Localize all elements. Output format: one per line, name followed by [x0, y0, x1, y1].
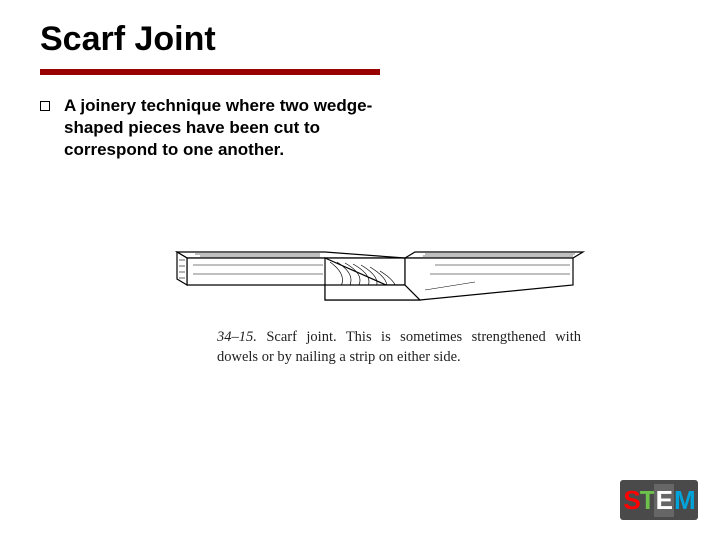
figure-caption: 34–15. Scarf joint. This is sometimes st… [175, 328, 585, 367]
figure: 34–15. Scarf joint. This is sometimes st… [175, 230, 585, 367]
title-rule [40, 69, 380, 75]
slide: Scarf Joint A joinery technique where tw… [0, 0, 720, 540]
slide-title: Scarf Joint [40, 20, 680, 59]
scarf-joint-drawing-icon [175, 230, 585, 315]
stem-logo-box: STEM [620, 480, 698, 520]
figure-label: Scarf joint. [266, 329, 336, 345]
logo-letter-e: E [654, 484, 674, 517]
logo-letter-m: M [674, 485, 695, 516]
bullet-text: A joinery technique where two wedge-shap… [64, 95, 380, 161]
stem-logo: STEM [620, 480, 698, 520]
figure-number: 34–15. [217, 329, 257, 345]
logo-letter-s: S [623, 485, 639, 516]
bullet-marker-icon [40, 101, 50, 111]
body-area: A joinery technique where two wedge-shap… [40, 95, 680, 161]
logo-letter-t: T [640, 485, 655, 516]
bullet-item: A joinery technique where two wedge-shap… [40, 95, 380, 161]
